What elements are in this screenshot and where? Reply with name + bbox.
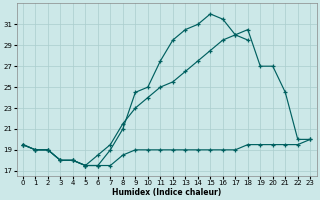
X-axis label: Humidex (Indice chaleur): Humidex (Indice chaleur) xyxy=(112,188,221,197)
